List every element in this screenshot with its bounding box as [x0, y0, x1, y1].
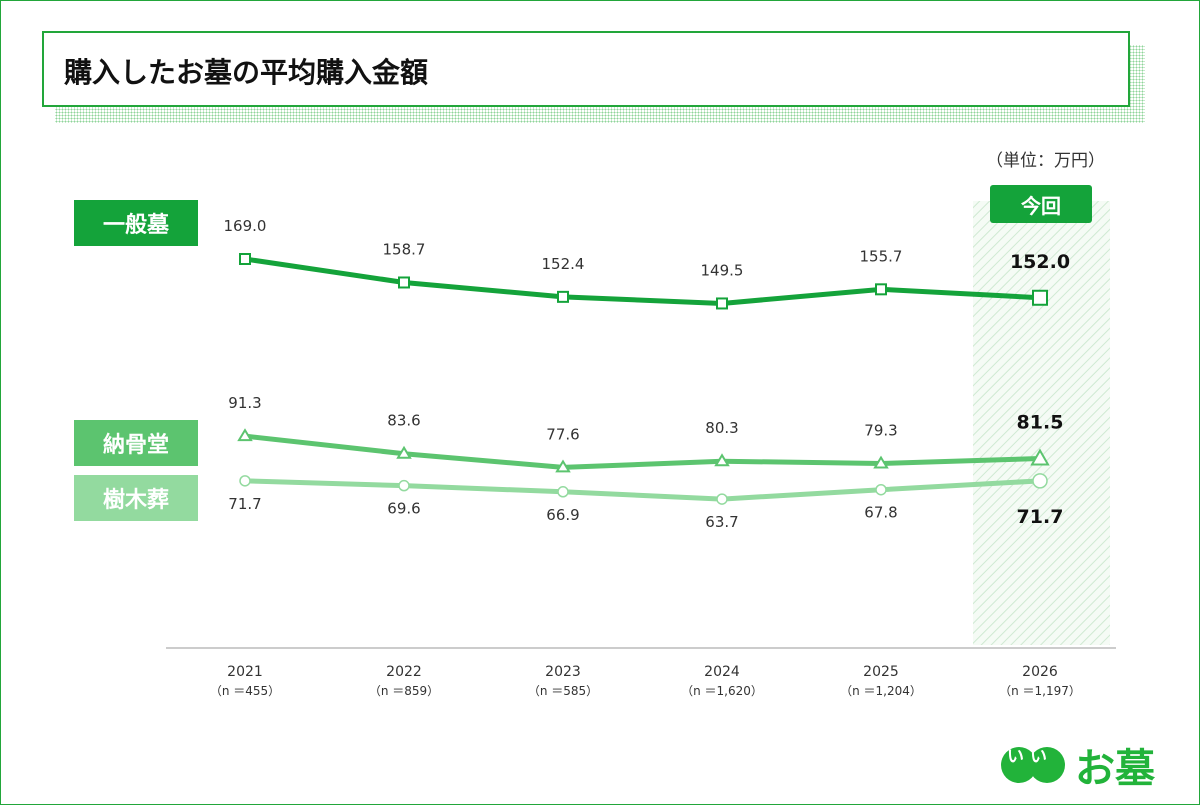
data-label: 149.5 [701, 261, 744, 279]
sample-size-label: （n ＝1,197） [999, 684, 1081, 698]
data-point [396, 445, 412, 459]
data-point [714, 453, 730, 467]
data-point [398, 479, 410, 492]
data-label: 69.6 [387, 500, 420, 518]
legend-general: 一般墓 [74, 200, 198, 246]
title-box: 購入したお墓の平均購入金額 [42, 31, 1130, 107]
data-point [875, 283, 887, 296]
data-label: 77.6 [546, 425, 579, 443]
x-tick-label: 2026 [1022, 664, 1058, 680]
legend-jumokuso: 樹木葬 [74, 475, 198, 521]
data-point [239, 475, 251, 487]
data-label: 83.6 [387, 412, 420, 430]
data-label: 63.7 [705, 513, 738, 531]
highlight-band [973, 201, 1110, 645]
data-point [716, 493, 728, 505]
data-label: 169.0 [224, 217, 267, 235]
data-label: 81.5 [1017, 412, 1064, 434]
data-point [239, 253, 251, 265]
sample-size-label: （n ＝1,620） [681, 684, 763, 698]
series-line-0 [244, 256, 1041, 306]
logo: いい お墓 [1001, 736, 1155, 794]
data-point [557, 290, 569, 303]
data-point [1032, 289, 1048, 306]
series-line-2 [244, 478, 1041, 502]
sample-size-label: （n ＝455） [210, 684, 280, 698]
data-point [873, 455, 889, 469]
data-point [1032, 473, 1048, 489]
chart-title: 購入したお墓の平均購入金額 [64, 56, 429, 89]
unit-label: （単位：万円） [986, 151, 1105, 171]
x-tick-label: 2025 [863, 664, 899, 680]
series-line-1 [244, 433, 1041, 470]
data-label: 152.4 [542, 255, 585, 273]
data-point [398, 276, 410, 289]
data-label: 71.7 [228, 495, 261, 513]
data-label: 158.7 [383, 240, 426, 258]
data-label: 67.8 [864, 504, 897, 522]
data-label: 152.0 [1010, 251, 1070, 273]
data-point [875, 483, 887, 496]
data-point [1030, 448, 1050, 466]
data-label: 79.3 [864, 422, 897, 440]
data-label: 80.3 [705, 419, 738, 437]
sample-size-label: （n ＝1,204） [840, 684, 922, 698]
current-badge: 今回 [990, 185, 1092, 223]
data-label: 91.3 [228, 394, 261, 412]
data-label: 66.9 [546, 506, 579, 524]
data-label: 155.7 [860, 247, 903, 265]
data-label: 71.7 [1017, 506, 1064, 528]
sample-size-label: （n ＝859） [369, 684, 439, 698]
data-point [557, 486, 569, 498]
data-point [237, 428, 253, 442]
data-point [716, 297, 728, 310]
x-tick-label: 2023 [545, 664, 581, 680]
x-tick-label: 2022 [386, 664, 422, 680]
sample-size-label: （n ＝585） [528, 684, 598, 698]
x-tick-label: 2021 [227, 664, 263, 680]
x-tick-label: 2024 [704, 664, 740, 680]
legend-nokotsudo: 納骨堂 [74, 420, 198, 466]
data-point [555, 459, 571, 473]
